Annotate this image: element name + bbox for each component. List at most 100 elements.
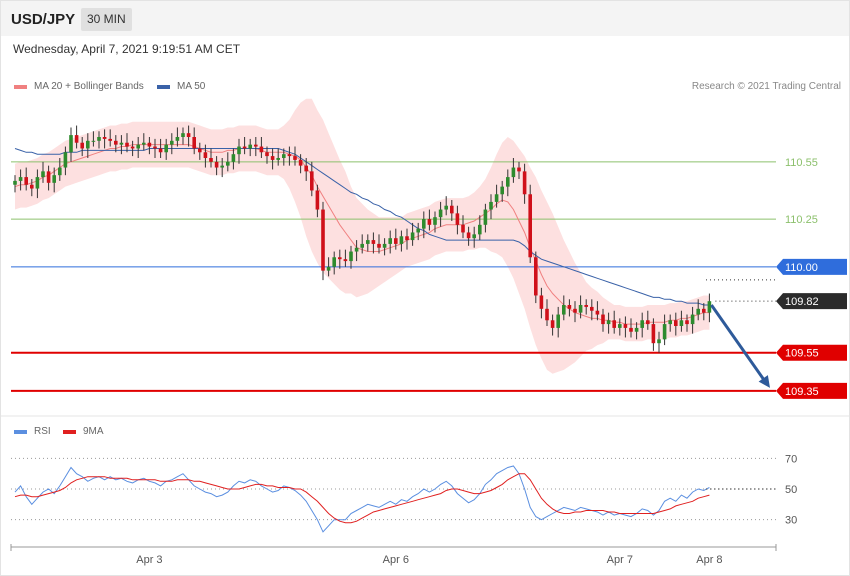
candle-body <box>142 142 146 145</box>
rsi-ma-label: 9MA <box>83 426 104 437</box>
candle-body <box>640 320 644 328</box>
candle-body <box>30 184 34 189</box>
candle-body <box>550 320 555 328</box>
candle-body <box>91 140 96 142</box>
candle-body <box>578 305 583 313</box>
candle-body <box>13 180 17 185</box>
timeframe-button[interactable]: 30 MIN <box>81 8 132 31</box>
candle-body <box>377 243 381 248</box>
candle-body <box>18 177 23 181</box>
level-label: 109.35 <box>785 386 819 398</box>
candle-body <box>657 339 661 344</box>
candle-body <box>192 137 196 149</box>
candle-body <box>114 140 118 145</box>
candle-body <box>483 209 488 225</box>
candle-body <box>651 324 656 344</box>
candle-body <box>679 320 684 326</box>
candle-body <box>298 159 303 166</box>
candle-body <box>556 314 560 328</box>
candle-body <box>136 144 140 149</box>
candle-body <box>489 201 493 210</box>
candle-body <box>394 238 398 244</box>
candle-body <box>366 240 370 244</box>
x-tick-label: Apr 7 <box>607 554 633 566</box>
candle-body <box>237 146 241 155</box>
timestamp: Wednesday, April 7, 2021 9:19:51 AM CET <box>13 42 241 56</box>
x-tick-label: Apr 3 <box>136 554 162 566</box>
candle-body <box>270 156 275 160</box>
ma20-swatch <box>14 84 27 89</box>
research-credit: Research © 2021 Trading Central <box>691 81 841 92</box>
rsi-ma-line <box>14 473 710 524</box>
ma50-label: MA 50 <box>177 81 206 92</box>
candle-body <box>466 232 471 239</box>
candle-body <box>668 320 672 325</box>
candle-body <box>203 152 208 158</box>
candle-body <box>685 320 689 325</box>
candle-body <box>326 266 331 271</box>
candle-body <box>539 295 544 309</box>
candle-body <box>382 243 387 248</box>
legend-rsi: RSI <box>14 426 51 437</box>
candle-body <box>662 324 667 340</box>
chart-header: USD/JPY 30 MIN <box>1 1 849 36</box>
candle-body <box>629 327 633 332</box>
candle-body <box>360 243 364 248</box>
candle-body <box>590 306 594 311</box>
candle-body <box>674 320 678 326</box>
candle-body <box>164 144 168 153</box>
candle-body <box>321 209 325 271</box>
candle-body <box>214 161 219 168</box>
candle-body <box>410 232 415 241</box>
candle-body <box>422 219 426 229</box>
candle-body <box>623 324 628 328</box>
candles-group <box>13 125 712 353</box>
candle-body <box>478 224 482 235</box>
rsi-line <box>14 465 710 533</box>
rsi-tick-label: 30 <box>785 515 797 527</box>
legend-rsi-ma: 9MA <box>63 426 104 437</box>
candle-body <box>433 217 437 225</box>
candle-body <box>450 205 454 214</box>
candle-body <box>584 305 588 307</box>
candle-body <box>595 310 600 315</box>
candle-body <box>567 305 572 309</box>
candle-body <box>388 238 392 244</box>
candle-body <box>517 167 521 172</box>
x-tick-label: Apr 6 <box>383 554 409 566</box>
candle-body <box>601 314 605 325</box>
candle-body <box>186 133 191 137</box>
candle-body <box>41 171 45 178</box>
candle-body <box>472 234 476 239</box>
candle-body <box>338 257 342 260</box>
candle-body <box>287 154 292 157</box>
candle-body <box>315 190 320 210</box>
level-label: 110.25 <box>785 214 818 226</box>
candle-body <box>209 158 213 162</box>
rsi-label: RSI <box>34 426 51 437</box>
candle-body <box>153 146 157 149</box>
candle-body <box>612 320 616 328</box>
candle-body <box>282 154 286 158</box>
candle-body <box>522 171 527 195</box>
candle-body <box>80 142 84 149</box>
candle-body <box>254 144 258 147</box>
level-tag <box>776 258 847 275</box>
candle-body <box>427 219 432 225</box>
level-label: 109.55 <box>785 348 819 360</box>
candle-body <box>634 327 639 332</box>
candle-body <box>310 171 314 191</box>
candle-body <box>534 257 538 296</box>
legend-ma20: MA 20 + Bollinger Bands <box>14 81 144 92</box>
candle-body <box>545 308 549 321</box>
symbol-title: USD/JPY <box>11 11 76 28</box>
candle-body <box>97 137 101 141</box>
candle-body <box>646 320 650 325</box>
ma20-label: MA 20 + Bollinger Bands <box>34 81 144 92</box>
x-tick-label: Apr 8 <box>696 554 722 566</box>
candle-body <box>108 138 112 141</box>
candle-body <box>461 224 465 233</box>
candle-body <box>242 146 247 149</box>
candle-body <box>528 194 532 258</box>
target-arrow-shaft <box>710 304 766 381</box>
